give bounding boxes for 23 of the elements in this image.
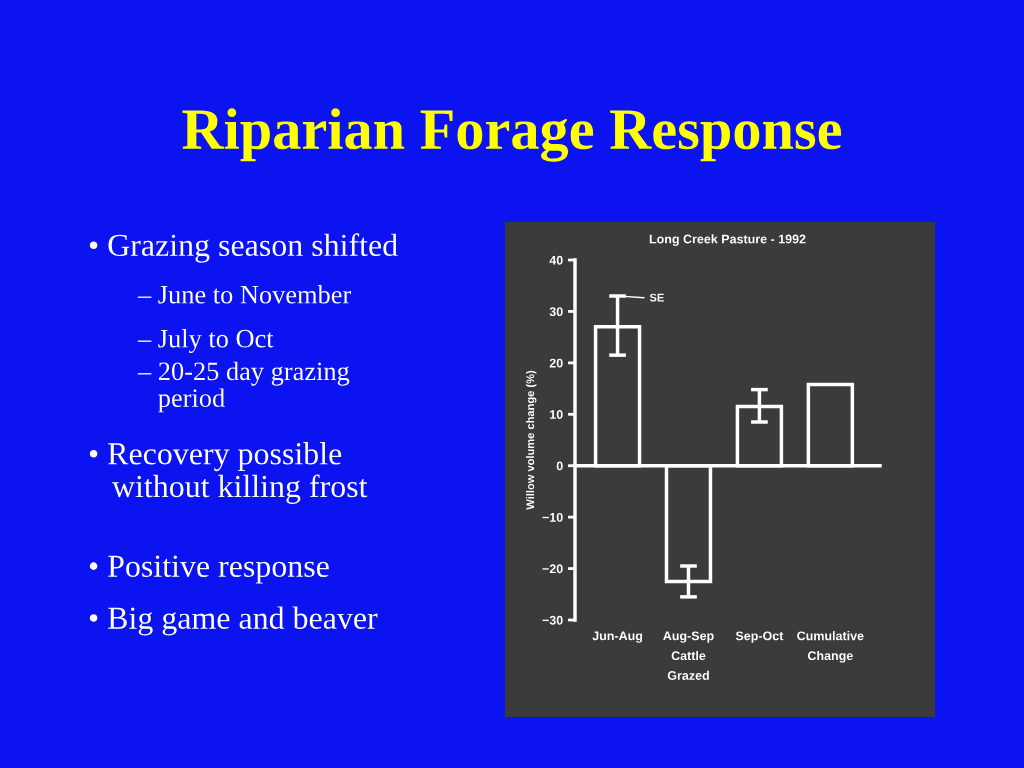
x-tick-label: Sep-Oct (735, 631, 784, 643)
text: • Grazing season shifted (89, 233, 398, 263)
text: • Big game and beaver (89, 606, 378, 636)
text: • Recovery possible without killing frost (89, 442, 368, 504)
y-tick-label: −20 (542, 564, 563, 574)
text: – July to Oct (137, 329, 274, 353)
y-tick-label: −30 (542, 615, 563, 625)
text: – 20-25 day grazing period (137, 361, 350, 413)
y-tick-label: 30 (549, 307, 563, 317)
y-tick-label: 40 (549, 255, 563, 265)
y-tick-label: 0 (556, 461, 563, 471)
annotation: SE (649, 293, 664, 302)
y-tick-label: 10 (550, 410, 563, 419)
y-tick-label: 20 (549, 358, 563, 368)
x-tick-label: Aug-Sep Cattle Grazed (663, 631, 714, 680)
y-tick-label: −10 (542, 512, 563, 522)
chart-subtitle: Riparian Forage Response (182, 108, 842, 162)
text: • Positive response (89, 555, 329, 584)
chart-title: Long Creek Pasture - 1992 (649, 234, 806, 246)
y-axis-title: Willow volume change (%) (526, 370, 537, 510)
x-tick-label: Jun-Aug (592, 631, 643, 643)
x-tick-label: Cumulative Change (797, 631, 864, 663)
text: – June to November (137, 285, 352, 304)
